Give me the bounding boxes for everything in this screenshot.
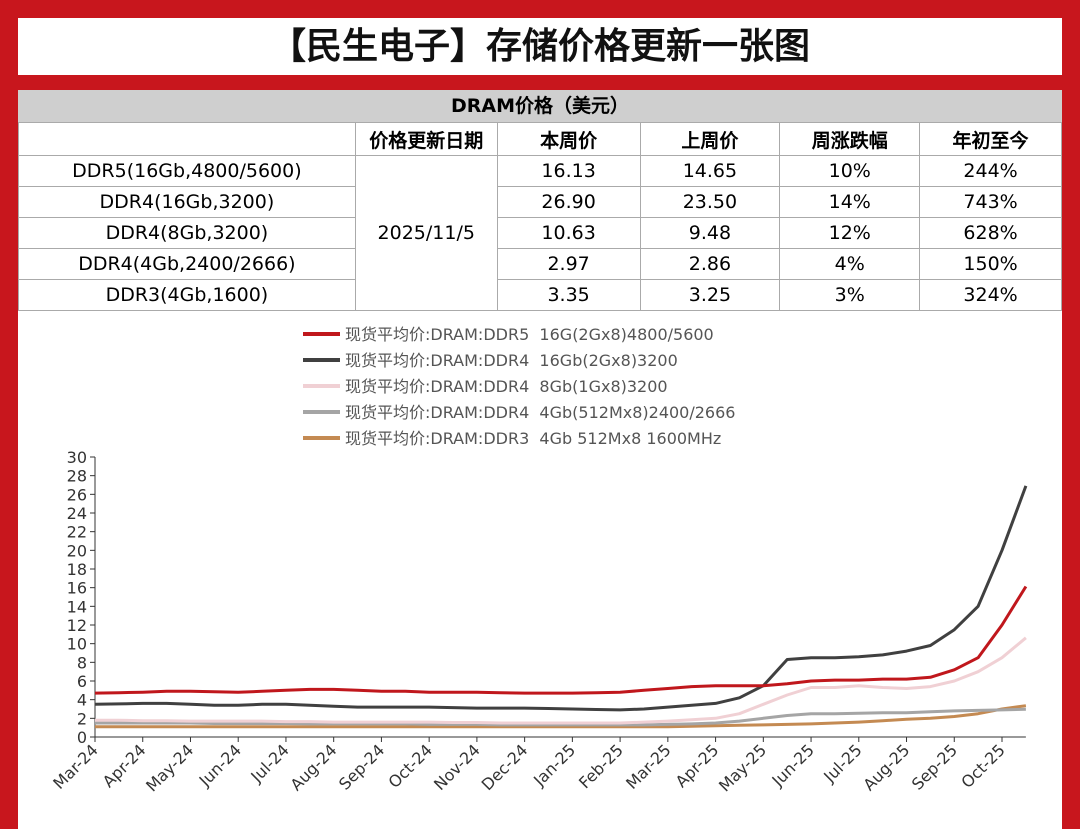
x-tick-label: Mar-24 xyxy=(49,740,102,793)
cell: 10.63 xyxy=(496,217,641,249)
cell: 3.25 xyxy=(639,279,781,311)
cell: 16.13 xyxy=(496,155,641,187)
series-line xyxy=(95,704,1027,729)
header-cell xyxy=(18,122,356,156)
date-cell: 2025/11/5 xyxy=(354,155,498,311)
x-tick-label: Apr-25 xyxy=(672,740,723,791)
y-tick-label: 2 xyxy=(77,709,87,728)
x-tick-label: Oct-25 xyxy=(957,740,1008,791)
cell: 2.86 xyxy=(639,248,781,280)
cell: 14.65 xyxy=(639,155,781,187)
x-tick-label: Aug-25 xyxy=(859,740,913,794)
legend-label: 现货平均价:DRAM:DDR4 8Gb(1Gx8)3200 xyxy=(345,377,668,396)
x-tick-label: Oct-24 xyxy=(385,740,436,791)
x-tick-label: May-24 xyxy=(142,740,197,795)
y-tick-label: 28 xyxy=(67,467,87,486)
legend-label: 现货平均价:DRAM:DDR5 16G(2Gx8)4800/5600 xyxy=(345,325,714,344)
cell: 3.35 xyxy=(496,279,641,311)
column-header: 年初至今 xyxy=(919,122,1062,156)
x-tick-label: Apr-24 xyxy=(99,740,150,791)
x-tick-label: May-25 xyxy=(715,740,770,795)
legend-label: 现货平均价:DRAM:DDR4 4Gb(512Mx8)2400/2666 xyxy=(345,403,735,422)
x-tick-label: Sep-25 xyxy=(908,740,961,793)
page-title: 【民生电子】存储价格更新一张图 xyxy=(18,18,1062,75)
x-tick-label: Jan-25 xyxy=(529,740,579,790)
y-tick-label: 0 xyxy=(77,728,87,747)
x-tick-label: Aug-24 xyxy=(287,740,341,794)
legend-label: 现货平均价:DRAM:DDR3 4Gb 512Mx8 1600MHz xyxy=(345,429,721,448)
table-row: DDR4(4Gb,2400/2666) 2.97 2.86 4% 150% xyxy=(18,248,1062,280)
cell: 628% xyxy=(919,217,1062,249)
panel: DRAM价格（美元） 价格更新日期 本周价 上周价 周涨跌幅 年初至今 DDR5(16G… xyxy=(18,90,1062,829)
y-tick-label: 10 xyxy=(67,635,87,654)
table-row: DDR4(16Gb,3200) 26.90 23.50 14% 743% xyxy=(18,186,1062,218)
x-tick-label: Feb-25 xyxy=(575,740,627,792)
row-label: DDR5(16Gb,4800/5600) xyxy=(18,155,356,187)
y-tick-label: 26 xyxy=(67,485,87,504)
y-tick-label: 8 xyxy=(77,653,87,672)
column-header: 上周价 xyxy=(639,122,781,156)
row-label: DDR4(4Gb,2400/2666) xyxy=(18,248,356,280)
cell: 150% xyxy=(919,248,1062,280)
series-line xyxy=(95,707,1026,727)
x-tick-label: Jul-24 xyxy=(247,740,293,786)
cell: 324% xyxy=(919,279,1062,311)
series-line xyxy=(94,585,1028,695)
row-label: DDR4(16Gb,3200) xyxy=(18,186,356,218)
column-header: 价格更新日期 xyxy=(354,122,498,156)
cell: 4% xyxy=(779,248,921,280)
column-header: 周涨跌幅 xyxy=(779,122,921,156)
table-row: DDR4(8Gb,3200) 10.63 9.48 12% 628% xyxy=(18,217,1062,249)
y-tick-label: 30 xyxy=(67,448,87,467)
x-tick-label: Nov-24 xyxy=(430,740,484,794)
table-row: DDR3(4Gb,1600) 3.35 3.25 3% 324% xyxy=(18,279,1062,311)
x-tick-label: Jul-25 xyxy=(819,740,865,786)
series-line xyxy=(95,636,1027,725)
header-row: 价格更新日期 本周价 上周价 周涨跌幅 年初至今 xyxy=(18,122,1062,156)
y-tick-label: 12 xyxy=(67,616,87,635)
cell: 244% xyxy=(919,155,1062,187)
y-tick-label: 22 xyxy=(67,523,87,542)
row-label: DDR3(4Gb,1600) xyxy=(18,279,356,311)
cell: 26.90 xyxy=(496,186,641,218)
x-tick-label: Jun-25 xyxy=(768,740,818,790)
table-caption: DRAM价格（美元） xyxy=(18,90,1062,122)
y-tick-label: 16 xyxy=(67,579,87,598)
y-tick-label: 6 xyxy=(77,672,87,691)
cell: 10% xyxy=(779,155,921,187)
x-tick-label: Mar-25 xyxy=(622,740,675,793)
series-line xyxy=(94,485,1028,712)
cell: 2.97 xyxy=(496,248,641,280)
price-table: 价格更新日期 本周价 上周价 周涨跌幅 年初至今 DDR5(16Gb,4800/5600… xyxy=(18,122,1062,311)
table-row: DDR5(16Gb,4800/5600) 2025/11/5 16.13 14.65 1… xyxy=(18,155,1062,311)
y-tick-label: 4 xyxy=(77,691,87,710)
x-tick-label: Jun-24 xyxy=(195,740,245,790)
y-tick-label: 18 xyxy=(67,560,87,579)
y-tick-label: 14 xyxy=(67,597,87,616)
cell: 3% xyxy=(779,279,921,311)
y-tick-label: 24 xyxy=(67,504,87,523)
x-tick-label: Dec-24 xyxy=(478,740,532,794)
x-tick-label: Sep-24 xyxy=(335,740,388,793)
y-tick-label: 20 xyxy=(67,541,87,560)
legend-label: 现货平均价:DRAM:DDR4 16Gb(2Gx8)3200 xyxy=(345,351,678,370)
row-label: DDR4(8Gb,3200) xyxy=(18,217,356,249)
cell: 23.50 xyxy=(639,186,781,218)
